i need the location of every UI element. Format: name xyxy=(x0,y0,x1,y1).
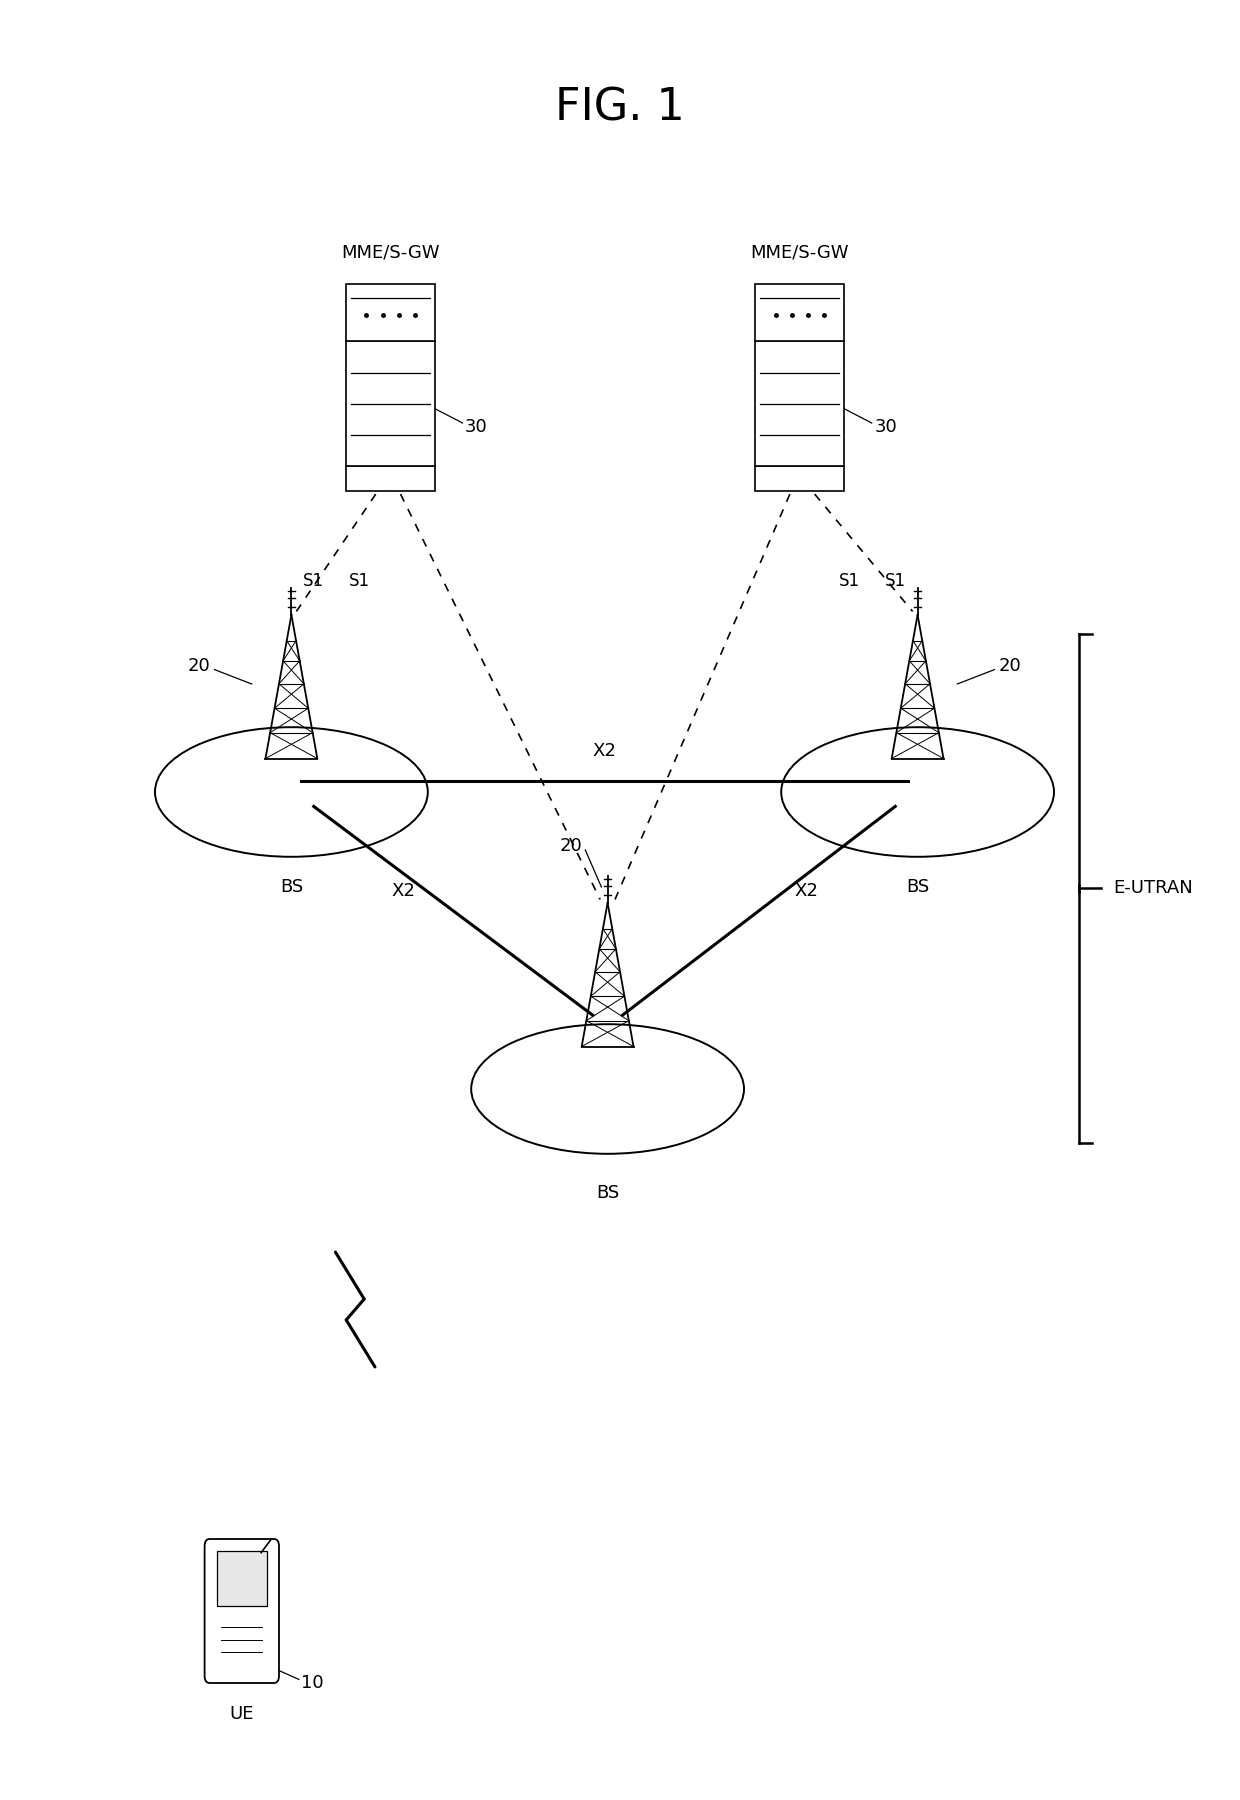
Text: BS: BS xyxy=(280,878,303,896)
Bar xyxy=(346,283,435,342)
Bar xyxy=(346,342,435,466)
Text: 20: 20 xyxy=(998,657,1021,675)
Ellipse shape xyxy=(781,727,1054,857)
Text: X2: X2 xyxy=(794,882,818,900)
Text: 30: 30 xyxy=(874,418,897,436)
Text: S1: S1 xyxy=(303,572,325,590)
Text: S1: S1 xyxy=(348,572,371,590)
Text: MME/S-GW: MME/S-GW xyxy=(341,243,440,261)
Text: S1: S1 xyxy=(884,572,906,590)
Text: 30: 30 xyxy=(465,418,487,436)
Text: X2: X2 xyxy=(391,882,415,900)
Text: 20: 20 xyxy=(560,837,583,855)
FancyBboxPatch shape xyxy=(205,1539,279,1683)
Bar xyxy=(755,342,844,466)
Text: UE: UE xyxy=(229,1705,254,1723)
Text: S1: S1 xyxy=(838,572,861,590)
Text: BS: BS xyxy=(596,1184,619,1202)
Text: FIG. 1: FIG. 1 xyxy=(556,86,684,130)
Text: MME/S-GW: MME/S-GW xyxy=(750,243,849,261)
Ellipse shape xyxy=(471,1024,744,1154)
Bar xyxy=(217,1552,267,1606)
Bar xyxy=(755,466,844,490)
Text: BS: BS xyxy=(906,878,929,896)
Bar xyxy=(755,283,844,342)
Text: X2: X2 xyxy=(593,742,616,760)
Text: E-UTRAN: E-UTRAN xyxy=(1114,880,1193,898)
Text: 20: 20 xyxy=(188,657,211,675)
Ellipse shape xyxy=(155,727,428,857)
Bar xyxy=(346,466,435,490)
Text: 10: 10 xyxy=(301,1674,324,1692)
